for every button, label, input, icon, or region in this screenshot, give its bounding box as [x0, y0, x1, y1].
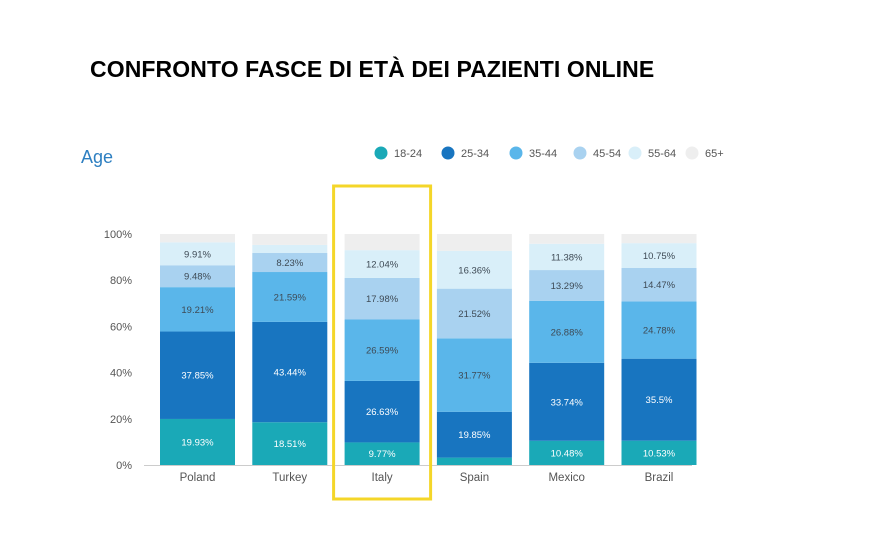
y-tick-label: 20%: [110, 414, 132, 426]
bar-segment-italy-55-64: [344, 250, 420, 278]
legend-label-35-44: 35-44: [529, 148, 557, 160]
bar-segment-mexico-45-54: [529, 270, 605, 301]
data-label: 8.23%: [276, 258, 303, 269]
legend-swatch-45-54: [573, 146, 587, 160]
bar-segment-mexico-55-64: [529, 243, 605, 271]
data-label: 17.98%: [366, 294, 399, 305]
data-label: 9.91%: [184, 249, 211, 260]
data-label: 31.77%: [458, 371, 491, 382]
legend-label-65+: 65+: [705, 148, 724, 160]
bar-segment-italy-25-34: [344, 380, 420, 443]
legend-swatch-65+: [685, 146, 699, 160]
data-label: 13.29%: [551, 281, 584, 292]
data-label: 12.04%: [366, 260, 399, 271]
data-label: 9.48%: [184, 272, 211, 283]
data-label: 11.38%: [551, 252, 583, 263]
data-label: 10.75%: [643, 251, 676, 262]
bar-segment-spain-45-54: [436, 288, 512, 339]
bar-segment-brazil-25-34: [621, 358, 697, 441]
bar-segment-turkey-18-24: [252, 422, 328, 465]
bar-segment-spain-55-64: [436, 250, 512, 289]
bar-segment-turkey-25-34: [252, 321, 328, 423]
bar-segment-turkey-35-44: [252, 272, 328, 322]
legend-swatch-18-24: [374, 146, 388, 160]
bar-segment-spain-35-44: [436, 338, 512, 412]
highlight-box-italy: [332, 184, 433, 501]
x-category-label: Spain: [460, 472, 489, 484]
data-label: 26.88%: [551, 327, 584, 338]
bar-segment-poland-45-54: [160, 265, 235, 288]
data-label: 21.59%: [274, 292, 307, 303]
legend-swatch-25-34: [441, 146, 455, 160]
bar-segment-turkey-55-64: [252, 244, 328, 254]
data-label: 10.53%: [643, 448, 676, 459]
y-tick-label: 80%: [110, 275, 132, 287]
x-category-label: Turkey: [272, 472, 307, 484]
bar-segment-poland-55-64: [160, 242, 235, 266]
legend-label-45-54: 45-54: [593, 148, 621, 160]
bar-segment-brazil-18-24: [621, 440, 697, 465]
bar-segment-spain-25-34: [436, 411, 512, 458]
bar-segment-mexico-65+: [529, 234, 605, 244]
y-tick-label: 0%: [116, 460, 132, 472]
bar-segment-italy-45-54: [344, 277, 420, 320]
y-tick-label: 40%: [110, 368, 132, 380]
bar-segment-mexico-18-24: [529, 440, 605, 465]
age-stacked-bar-chart: Age 18-24 25-34 35-44 45-54 55-64 65+ 0% 20% 40% 6…: [81, 146, 724, 501]
data-label: 19.21%: [181, 305, 214, 316]
data-label: 24.78%: [643, 326, 676, 337]
data-label: 19.85%: [458, 430, 491, 441]
legend-swatch-35-44: [509, 146, 523, 160]
data-label: 43.44%: [274, 368, 307, 379]
bar-segment-poland-25-34: [160, 331, 235, 419]
bar-segment-turkey-65+: [252, 234, 328, 245]
bar-segment-brazil-35-44: [621, 301, 697, 359]
data-label: 26.59%: [366, 346, 399, 357]
data-label: 35.5%: [646, 395, 673, 406]
data-label: 10.48%: [551, 448, 584, 459]
data-label: 19.93%: [181, 437, 214, 448]
chart-title: Age: [81, 147, 113, 167]
data-label: 33.74%: [551, 397, 584, 408]
legend-swatch-55-64: [628, 146, 642, 160]
bar-segment-brazil-55-64: [621, 243, 697, 269]
data-label: 26.63%: [366, 407, 399, 418]
age-chart: Age 18-24 25-34 35-44 45-54 55-64 65+ 0% 20% 40% 6…: [72, 128, 772, 508]
data-label: 18.51%: [274, 439, 307, 450]
bar-segment-mexico-25-34: [529, 362, 605, 441]
legend-label-25-34: 25-34: [461, 148, 489, 160]
bar-segment-italy-35-44: [344, 319, 420, 381]
legend-label-55-64: 55-64: [648, 148, 676, 160]
bar-segment-turkey-45-54: [252, 253, 328, 273]
bar-segment-italy-65+: [344, 234, 420, 251]
bar-segment-brazil-65+: [621, 234, 697, 244]
bar-segment-mexico-35-44: [529, 300, 605, 363]
data-label: 14.47%: [643, 280, 676, 291]
y-tick-label: 60%: [110, 321, 132, 333]
data-label: 21.52%: [458, 309, 491, 320]
x-category-label: Italy: [372, 472, 393, 484]
bar-segment-spain-65+: [436, 234, 512, 251]
x-category-label: Poland: [180, 472, 216, 484]
bar-segment-poland-35-44: [160, 287, 235, 332]
bar-segment-poland-18-24: [160, 418, 235, 465]
data-label: 9.77%: [369, 449, 396, 460]
bar-segment-spain-18-24: [436, 457, 512, 465]
legend-label-18-24: 18-24: [394, 148, 422, 160]
y-tick-label: 100%: [104, 229, 132, 241]
data-label: 37.85%: [181, 371, 214, 382]
bar-segment-brazil-45-54: [621, 268, 697, 302]
x-category-label: Mexico: [548, 472, 584, 484]
bar-segment-poland-65+: [160, 234, 235, 243]
x-category-label: Brazil: [645, 472, 674, 484]
data-label: 16.36%: [458, 265, 491, 276]
bar-segment-italy-18-24: [344, 442, 420, 465]
page-title: CONFRONTO FASCE DI ETÀ DEI PAZIENTI ONLI…: [90, 56, 655, 82]
